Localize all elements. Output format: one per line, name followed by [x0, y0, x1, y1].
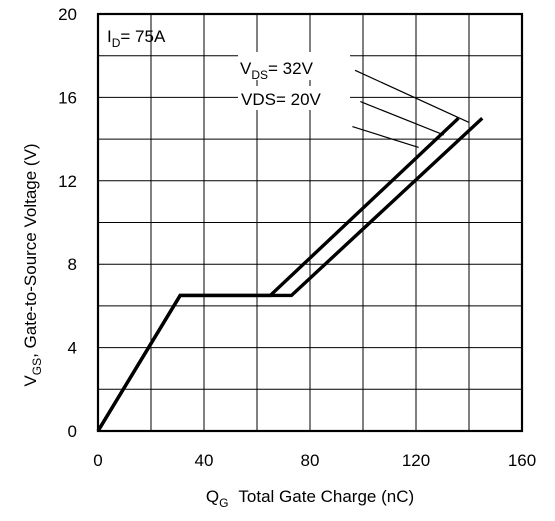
x-tick-label: 0 [93, 451, 102, 470]
y-tick-label: 0 [68, 422, 77, 441]
condition-label-text: ID= 75A [107, 27, 166, 50]
x-tick-label: 160 [508, 451, 536, 470]
series-labels: VDS= 32V VDS= 20V [238, 52, 350, 110]
tick-label-layer: 0 40 80 120 160 0 4 8 12 16 20 [58, 5, 536, 470]
x-tick-label: 40 [195, 451, 214, 470]
series-label-1-bg [238, 52, 350, 80]
y-tick-label: 16 [58, 88, 77, 107]
annotation-leader-line [360, 101, 445, 136]
series-label-2-bg [238, 86, 350, 110]
y-tick-label: 8 [68, 255, 77, 274]
plot-area-frame [96, 12, 524, 433]
x-axis-title: QG Total Gate Charge (nC) [206, 487, 414, 510]
series-label-vds-32v: VDS= 32V [240, 59, 314, 82]
x-tick-label: 120 [402, 451, 430, 470]
y-tick-label: 20 [58, 5, 77, 24]
annotation-leader-layer [352, 69, 470, 149]
y-tick-label: 4 [68, 339, 77, 358]
y-tick-label: 12 [58, 172, 77, 191]
annotation-leader-line [352, 126, 419, 149]
annotation-leader-line [354, 69, 470, 123]
y-axis-title: VGS, Gate-to-Source Voltage (V) [21, 143, 44, 386]
series-label-vds-20v: VDS= 20V [241, 90, 322, 109]
condition-label: ID= 75A [107, 27, 166, 50]
series-line-2 [96, 117, 460, 432]
series-layer [96, 117, 484, 432]
x-tick-label: 80 [301, 451, 320, 470]
